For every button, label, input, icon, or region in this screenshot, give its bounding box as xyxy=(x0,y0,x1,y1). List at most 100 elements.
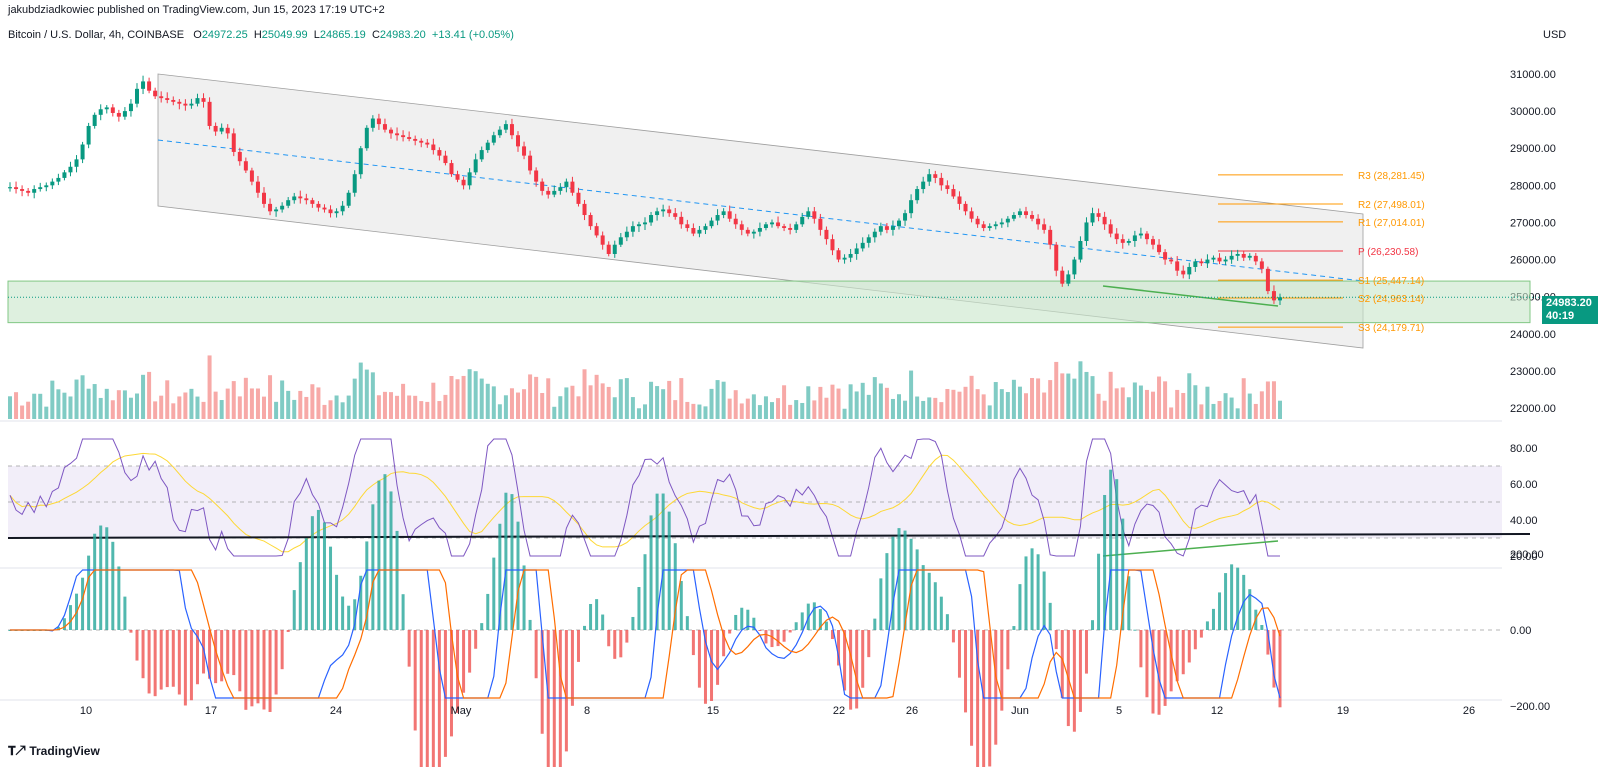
macd-histogram-bar xyxy=(1097,553,1101,630)
candle-body xyxy=(824,229,829,240)
volume-bar xyxy=(50,380,55,419)
macd-histogram-bar xyxy=(1115,479,1119,630)
volume-bar xyxy=(981,394,986,419)
macd-histogram-bar xyxy=(564,630,568,752)
candle-body xyxy=(262,192,266,204)
candle-body xyxy=(153,90,158,97)
macd-histogram-bar xyxy=(159,630,163,690)
macd-histogram-bar xyxy=(849,630,853,710)
candle-body xyxy=(334,211,339,214)
volume-bar xyxy=(987,405,992,419)
macd-histogram-bar xyxy=(1278,630,1282,708)
candle-body xyxy=(304,198,309,201)
candle-body xyxy=(237,151,242,162)
candle-body xyxy=(389,129,393,134)
volume-bar xyxy=(1132,382,1137,419)
macd-histogram-bar xyxy=(1054,630,1058,650)
volume-bar xyxy=(479,378,484,419)
candle-body xyxy=(927,174,932,182)
macd-histogram-bar xyxy=(570,630,574,706)
rsi-axis-tick: 40.00 xyxy=(1510,515,1538,527)
pivot-label: S1 (25,447.14) xyxy=(1358,276,1424,287)
macd-histogram-bar xyxy=(843,630,847,691)
volume-bar xyxy=(1036,378,1041,419)
macd-axis-tick: 200.00 xyxy=(1510,549,1544,561)
macd-histogram-bar xyxy=(788,630,792,633)
currency-label[interactable]: USD xyxy=(1543,29,1567,41)
macd-histogram-bar xyxy=(504,492,508,630)
volume-bar xyxy=(62,392,67,419)
symbol-name[interactable]: Bitcoin / U.S. Dollar, 4h, COINBASE xyxy=(8,29,185,41)
macd-histogram-bar xyxy=(93,533,97,630)
candle-body xyxy=(939,177,944,186)
macd-histogram-bar xyxy=(933,582,937,630)
volume-bar xyxy=(189,388,194,419)
volume-bar xyxy=(1271,381,1276,419)
macd-histogram-bar xyxy=(413,630,417,731)
candle-body xyxy=(292,196,297,201)
macd-histogram-bar xyxy=(685,616,689,630)
volume-bar xyxy=(643,404,647,419)
macd-histogram-bar xyxy=(431,630,435,767)
candle-body xyxy=(788,228,793,230)
macd-histogram-bar xyxy=(589,603,593,630)
macd-histogram-bar xyxy=(68,605,72,630)
volume-bar xyxy=(806,386,811,419)
macd-histogram-bar xyxy=(867,630,871,658)
volume-bar xyxy=(1157,376,1162,419)
candle-body xyxy=(903,213,908,221)
volume-bar xyxy=(455,379,460,419)
candle-body xyxy=(1247,255,1252,258)
tradingview-logo-icon: 𝐓↗ xyxy=(8,744,26,758)
volume-bar xyxy=(491,386,496,419)
candle-body xyxy=(50,181,55,186)
price-axis-tick: 24000.00 xyxy=(1510,329,1556,341)
volume-bar xyxy=(655,386,660,419)
pivot-label: R1 (27,014.01) xyxy=(1358,218,1425,229)
volume-bar xyxy=(1078,361,1083,419)
tradingview-branding[interactable]: 𝐓↗ TradingView xyxy=(8,744,100,759)
volume-bar xyxy=(558,396,563,419)
candle-body xyxy=(957,196,962,204)
macd-axis-tick: −200.00 xyxy=(1510,701,1550,713)
macd-histogram-bar xyxy=(220,630,224,682)
volume-bar xyxy=(183,392,188,419)
macd-histogram-bar xyxy=(1030,548,1034,630)
candle-body xyxy=(14,187,19,190)
time-axis-tick: Jun xyxy=(1011,705,1029,717)
volume-bar xyxy=(649,381,654,419)
volume-bar xyxy=(98,397,103,419)
rsi-axis-tick: 20.00 xyxy=(1510,551,1538,563)
candle-body xyxy=(376,118,381,125)
candle-body xyxy=(274,209,279,212)
candle-body xyxy=(794,224,799,230)
candle-body xyxy=(600,235,605,245)
symbol-legend[interactable]: Bitcoin / U.S. Dollar, 4h, COINBASE O249… xyxy=(8,29,514,41)
volume-bar xyxy=(249,388,254,419)
volume-bar xyxy=(1193,385,1198,419)
macd-histogram-bar xyxy=(927,572,931,630)
candle-body xyxy=(352,174,357,193)
volume-bar xyxy=(763,396,768,419)
price-axis-tick: 26000.00 xyxy=(1510,255,1556,267)
candle-body xyxy=(618,237,623,245)
candle-body xyxy=(963,203,968,212)
candle-body xyxy=(358,148,363,175)
candle-body xyxy=(1024,211,1028,216)
time-axis-tick: May xyxy=(451,705,472,717)
macd-histogram-bar xyxy=(111,541,115,630)
volume-bar xyxy=(727,398,732,419)
change-value: +13.41 (+0.05%) xyxy=(431,29,514,41)
divergence-trendline xyxy=(1102,285,1279,307)
macd-histogram-bar xyxy=(637,587,641,630)
candle-body xyxy=(1175,261,1180,271)
volume-bar xyxy=(74,379,79,419)
volume-bar xyxy=(141,374,146,419)
macd-histogram-bar xyxy=(1193,630,1197,650)
candle-body xyxy=(1211,257,1216,260)
volume-bar xyxy=(38,393,43,419)
last-price-value: 24983.20 xyxy=(1546,297,1592,309)
macd-histogram-bar xyxy=(383,474,387,630)
volume-bar xyxy=(26,401,31,419)
